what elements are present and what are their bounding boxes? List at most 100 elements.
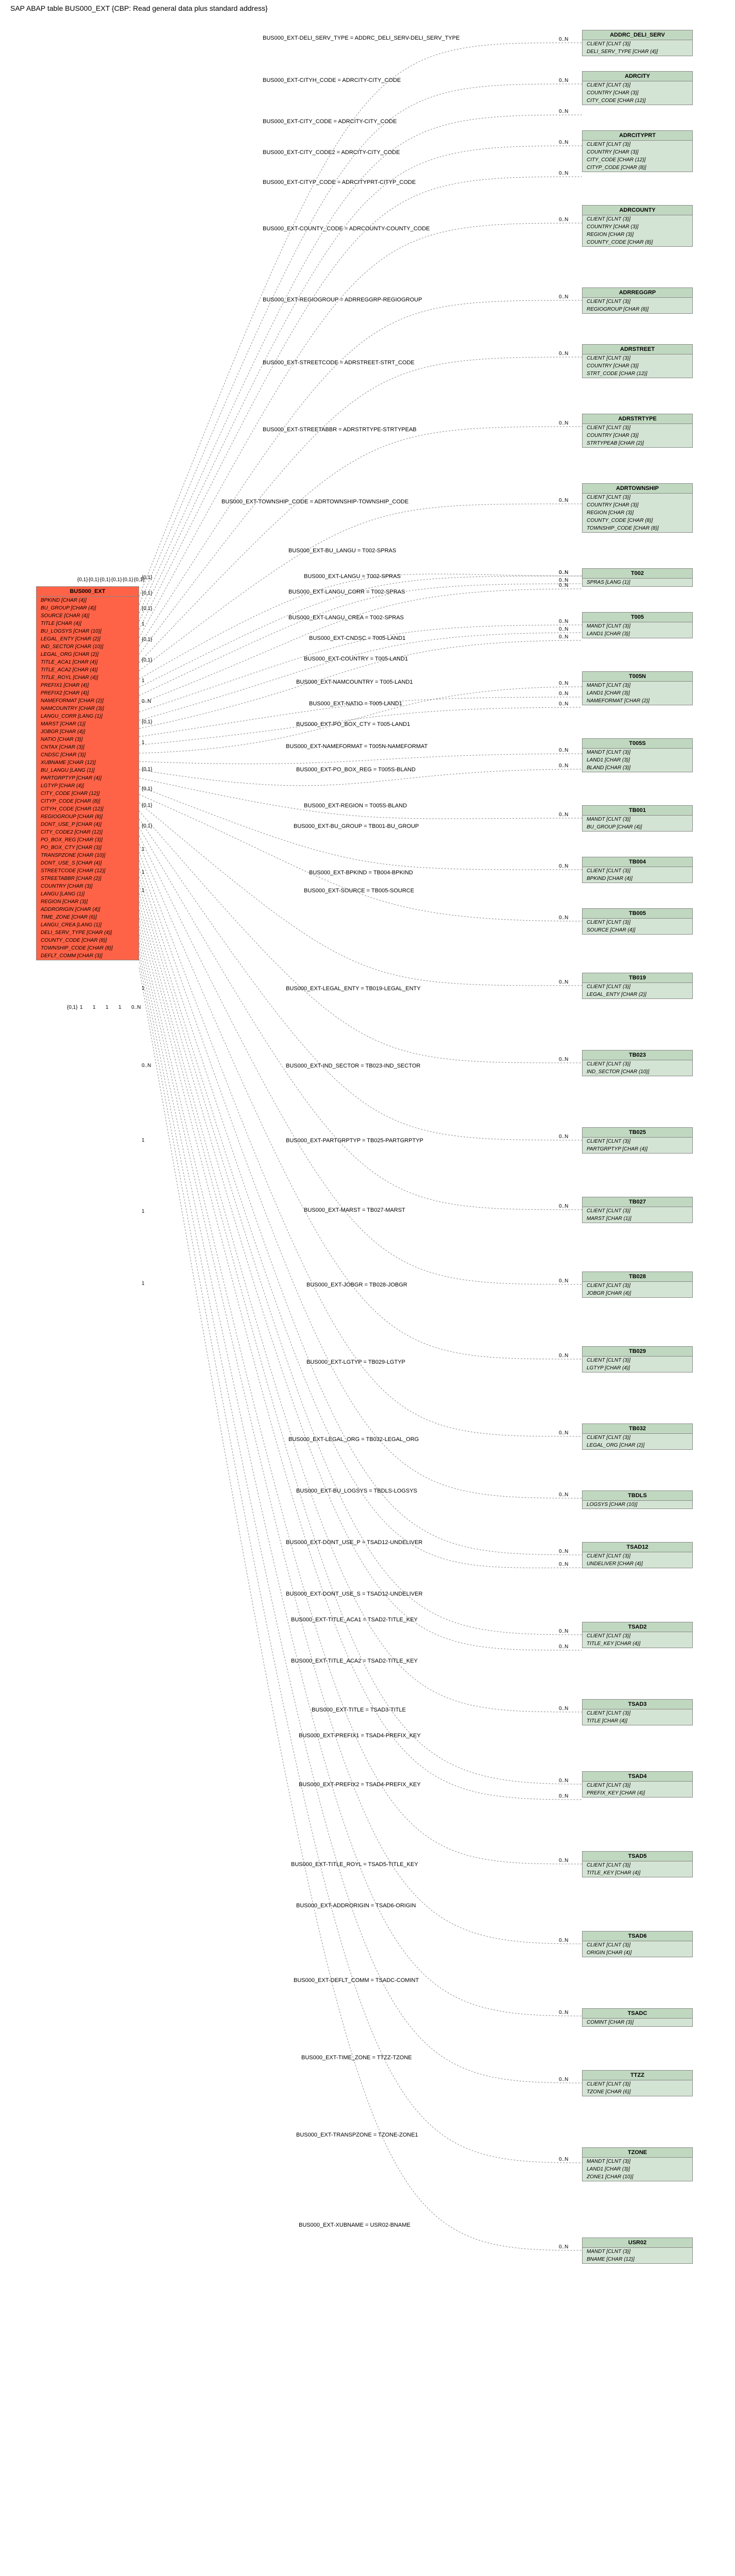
ref-entity-header: T002: [583, 569, 692, 579]
entity-field: CITYH_CODE [CHAR (12)]: [37, 805, 139, 813]
entity-field: CLIENT [CLNT (3)]: [583, 919, 692, 926]
ref-entity-tb032: TB032CLIENT [CLNT (3)]LEGAL_ORG [CHAR (2…: [582, 1423, 693, 1450]
cardinality-label: {0,1}: [89, 577, 99, 583]
entity-field: PREFIX_KEY [CHAR (4)]: [583, 1789, 692, 1797]
ref-entity-header: TB032: [583, 1424, 692, 1434]
relation-label: BUS000_EXT-PO_BOX_CTY = T005-LAND1: [296, 721, 410, 727]
ref-entity-tsad5: TSAD5CLIENT [CLNT (3)]TITLE_KEY [CHAR (4…: [582, 1851, 693, 1877]
entity-field: LAND1 [CHAR (3)]: [583, 2165, 692, 2173]
ref-entity-adrstrtype: ADRSTRTYPECLIENT [CLNT (3)]COUNTRY [CHAR…: [582, 414, 693, 448]
cardinality-label: 0..N: [142, 699, 151, 704]
entity-field: ZONE1 [CHAR (10)]: [583, 2173, 692, 2181]
entity-field: IND_SECTOR [CHAR (10)]: [37, 643, 139, 651]
relation-label: BUS000_EXT-BU_GROUP = TB001-BU_GROUP: [294, 823, 419, 829]
entity-field: SOURCE [CHAR (4)]: [583, 926, 692, 934]
ref-entity-header: TSAD4: [583, 1772, 692, 1782]
entity-field: CLIENT [CLNT (3)]: [583, 81, 692, 89]
ref-entity-usr02: USR02MANDT [CLNT (3)]BNAME [CHAR (12)]: [582, 2238, 693, 2264]
ref-entity-t005: T005MANDT [CLNT (3)]LAND1 [CHAR (3)]: [582, 612, 693, 638]
relation-label: BUS000_EXT-PO_BOX_REG = T005S-BLAND: [296, 767, 416, 773]
entity-field: REGION [CHAR (3)]: [583, 509, 692, 517]
cardinality-label: {0,1}: [142, 719, 152, 725]
ref-entity-header: TBDLS: [583, 1491, 692, 1501]
cardinality-label: 1: [142, 1281, 145, 1286]
entity-field: LEGAL_ORG [CHAR (2)]: [583, 1442, 692, 1449]
entity-field: REGIOGROUP [CHAR (8)]: [37, 813, 139, 821]
relation-label: BUS000_EXT-LGTYP = TB029-LGTYP: [306, 1359, 405, 1365]
entity-field: BPKIND [CHAR (4)]: [37, 597, 139, 604]
relation-label: BUS000_EXT-PREFIX2 = TSAD4-PREFIX_KEY: [299, 1782, 421, 1788]
cardinality-label: 1: [142, 740, 145, 745]
ref-entity-t005s: T005SMANDT [CLNT (3)]LAND1 [CHAR (3)]BLA…: [582, 738, 693, 772]
entity-field: BLAND [CHAR (3)]: [583, 764, 692, 772]
cardinality-label: 0..N: [559, 78, 568, 83]
cardinality-label: 0..N: [559, 1057, 568, 1062]
entity-field: TITLE [CHAR (4)]: [583, 1717, 692, 1725]
cardinality-label: 0..N: [559, 626, 568, 632]
cardinality-label: 0..N: [559, 1778, 568, 1784]
cardinality-label: {0,1}: [142, 590, 152, 596]
cardinality-label: 1: [142, 888, 145, 893]
ref-entity-tsad4: TSAD4CLIENT [CLNT (3)]PREFIX_KEY [CHAR (…: [582, 1771, 693, 1798]
cardinality-label: 1: [142, 846, 145, 852]
cardinality-label: 0..N: [559, 37, 568, 42]
ref-entity-tb004: TB004CLIENT [CLNT (3)]BPKIND [CHAR (4)]: [582, 857, 693, 883]
entity-field: CNDSC [CHAR (3)]: [37, 751, 139, 759]
cardinality-label: {0,1}: [77, 577, 88, 583]
cardinality-label: 0..N: [559, 1938, 568, 1943]
cardinality-label: {0,1}: [142, 803, 152, 808]
cardinality-label: 0..N: [559, 498, 568, 503]
cardinality-label: 0..N: [559, 2077, 568, 2082]
entity-field: LAND1 [CHAR (3)]: [583, 630, 692, 638]
entity-field: DELI_SERV_TYPE [CHAR (4)]: [583, 48, 692, 56]
relation-label: BUS000_EXT-DONT_USE_S = TSAD12-UNDELIVER: [286, 1591, 422, 1597]
cardinality-label: {0,1}: [142, 786, 152, 792]
ref-entity-tb019: TB019CLIENT [CLNT (3)]LEGAL_ENTY [CHAR (…: [582, 973, 693, 999]
entity-field: CLIENT [CLNT (3)]: [583, 1941, 692, 1949]
relation-label: BUS000_EXT-REGION = T005S-BLAND: [304, 803, 407, 809]
cardinality-label: 0..N: [559, 915, 568, 921]
cardinality-label: 0..N: [559, 812, 568, 818]
cardinality-label: 0..N: [142, 1063, 151, 1069]
entity-field: NATIO [CHAR (3)]: [37, 736, 139, 743]
cardinality-label: {0,1}: [142, 637, 152, 642]
entity-field: SOURCE [CHAR (4)]: [37, 612, 139, 620]
ref-entity-tb028: TB028CLIENT [CLNT (3)]JOBGR [CHAR (4)]: [582, 1272, 693, 1298]
ref-entity-adrstreet: ADRSTREETCLIENT [CLNT (3)]COUNTRY [CHAR …: [582, 344, 693, 378]
cardinality-label: 1: [142, 1209, 145, 1214]
entity-field: DELI_SERV_TYPE [CHAR (4)]: [37, 929, 139, 937]
cardinality-label: 0..N: [559, 763, 568, 769]
relation-label: BUS000_EXT-LANGU = T002-SPRAS: [304, 573, 401, 580]
relation-label: BUS000_EXT-DONT_USE_P = TSAD12-UNDELIVER: [286, 1539, 422, 1546]
entity-field: CLIENT [CLNT (3)]: [583, 867, 692, 875]
ref-entity-t005n: T005NMANDT [CLNT (3)]LAND1 [CHAR (3)]NAM…: [582, 671, 693, 705]
ref-entity-header: USR02: [583, 2238, 692, 2248]
entity-field: CLIENT [CLNT (3)]: [583, 1782, 692, 1789]
page-title: SAP ABAP table BUS000_EXT {CBP: Read gen…: [0, 0, 735, 14]
entity-field: PO_BOX_CTY [CHAR (3)]: [37, 844, 139, 852]
ref-entity-header: ADRREGGRP: [583, 288, 692, 298]
entity-field: MANDT [CLNT (3)]: [583, 749, 692, 756]
cardinality-label: 1: [93, 1005, 96, 1010]
entity-field: NAMCOUNTRY [CHAR (3)]: [37, 705, 139, 713]
entity-field: MANDT [CLNT (3)]: [583, 816, 692, 823]
entity-field: CLIENT [CLNT (3)]: [583, 1709, 692, 1717]
entity-field: REGIOGROUP [CHAR (8)]: [583, 306, 692, 313]
cardinality-label: 0..N: [559, 583, 568, 588]
entity-field: CLIENT [CLNT (3)]: [583, 424, 692, 432]
entity-field: NAMEFORMAT [CHAR (2)]: [583, 697, 692, 705]
cardinality-label: 0..N: [559, 140, 568, 145]
cardinality-label: {0,1}: [111, 577, 122, 583]
relation-label: BUS000_EXT-BU_LOGSYS = TBDLS-LOGSYS: [296, 1488, 417, 1494]
cardinality-label: 0..N: [559, 634, 568, 640]
entity-field: TITLE_ROYL [CHAR (4)]: [37, 674, 139, 682]
cardinality-label: 0..N: [559, 2157, 568, 2162]
entity-field: CLIENT [CLNT (3)]: [583, 1207, 692, 1215]
entity-field: BNAME [CHAR (12)]: [583, 2256, 692, 2263]
cardinality-label: 0..N: [559, 1549, 568, 1554]
cardinality-label: 0..N: [559, 1629, 568, 1634]
entity-field: CLIENT [CLNT (3)]: [583, 1861, 692, 1869]
entity-field: LAND1 [CHAR (3)]: [583, 756, 692, 764]
entity-field: LGTYP [CHAR (4)]: [37, 782, 139, 790]
ref-entity-adrcounty: ADRCOUNTYCLIENT [CLNT (3)]COUNTRY [CHAR …: [582, 205, 693, 247]
